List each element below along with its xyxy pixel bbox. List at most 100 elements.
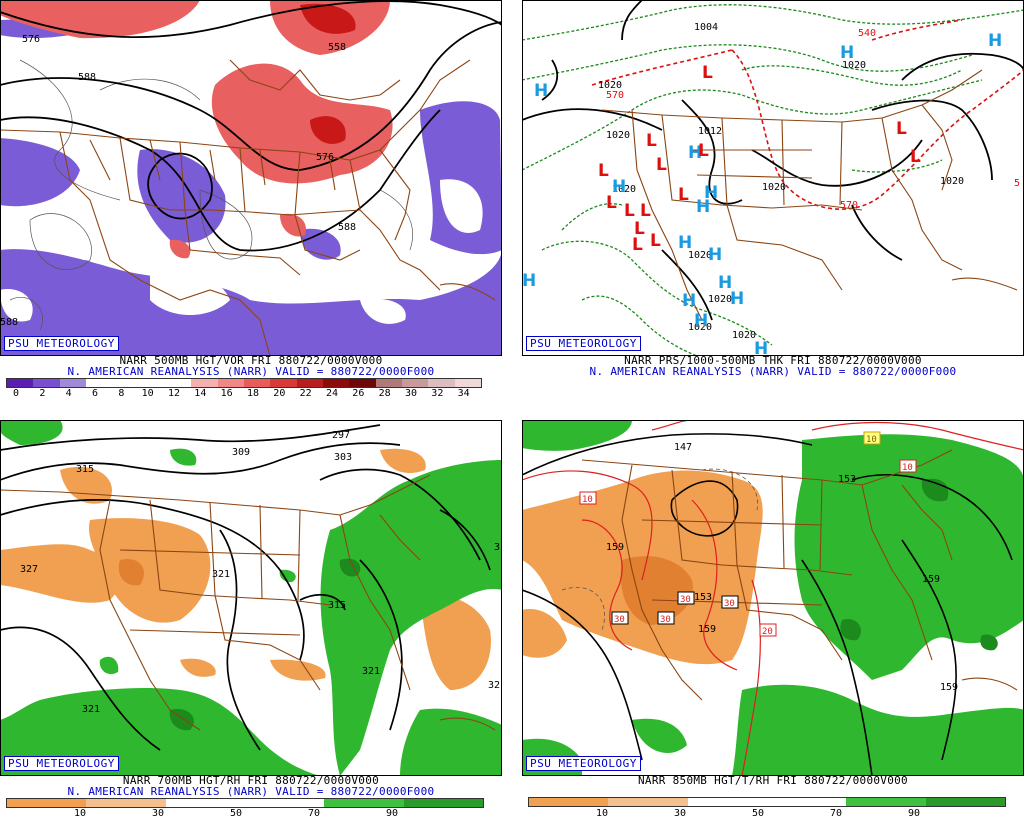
- colorbar-segment: [296, 379, 323, 387]
- colorbar-segment: [428, 379, 455, 387]
- temp-label: 30: [680, 595, 691, 605]
- colorbar-tick-label: 6: [91, 388, 99, 399]
- hgt-label: 588: [338, 222, 356, 233]
- low-icon: L: [910, 147, 921, 167]
- hgt-label: 159: [606, 542, 624, 553]
- colorbar-tick-label: 22: [299, 388, 312, 399]
- colorbar-segment: [112, 379, 139, 387]
- isobar-label: 1020: [762, 182, 786, 193]
- high-pressure-markers: H H H H H H H H H H H H H H H: [522, 31, 1002, 356]
- colorbar-tick-label: 20: [273, 388, 286, 399]
- isobar-label: 1020: [732, 330, 756, 341]
- colorbar-tick-label: 32: [431, 388, 444, 399]
- neutral-vorticity-holes: [0, 179, 483, 324]
- low-icon: L: [698, 141, 709, 161]
- isobar-label: 1020: [708, 294, 732, 305]
- hgt-label: 588: [0, 317, 18, 328]
- high-icon: H: [840, 43, 854, 63]
- colorbar-tick-label: 14: [194, 388, 207, 399]
- rh-850-map: 147 153 159 153 159 159 159 10 10 10 30 …: [522, 420, 1024, 776]
- thickness-label: 570: [606, 90, 624, 101]
- low-icon: L: [646, 131, 657, 151]
- hgt-label: 3: [494, 542, 500, 553]
- isobar-label: 1020: [842, 60, 866, 71]
- vorticity-contours: [9, 59, 413, 331]
- colorbar-tick-label: 24: [325, 388, 339, 399]
- political-borders: [0, 474, 496, 731]
- temp-label: 30: [724, 599, 735, 609]
- hgt-label: 558: [328, 42, 346, 53]
- moist-areas: [522, 420, 1024, 776]
- isobars: [522, 0, 1024, 321]
- hgt-label: 321: [362, 666, 380, 677]
- low-icon: L: [896, 119, 907, 139]
- colorbar-segment: [375, 379, 402, 387]
- height-labels: 576 588 588 576 588 558: [0, 34, 356, 328]
- colorbar-tick-label: 10: [595, 808, 609, 819]
- high-icon: H: [988, 31, 1002, 51]
- colorbar-tick-label: 18: [246, 388, 260, 399]
- rh-colorbar-ticks: 10 30 50 70 90: [528, 809, 1004, 819]
- low-vorticity-areas: [0, 19, 502, 356]
- colorbar-tick-label: 50: [751, 808, 765, 819]
- high-icon: H: [718, 273, 732, 293]
- colorbar-tick-label: 10: [141, 388, 154, 399]
- hgt-label: 321: [82, 704, 100, 715]
- colorbar-tick-label: 70: [307, 808, 321, 819]
- chart-caption-valid: N. AMERICAN REANALYSIS (NARR) VALID = 88…: [67, 785, 435, 798]
- colorbar-segment: [7, 379, 34, 387]
- chart-caption-valid: N. AMERICAN REANALYSIS (NARR) VALID = 88…: [589, 365, 957, 378]
- high-icon: H: [612, 177, 626, 197]
- colorbar-segment: [59, 379, 86, 387]
- temp-label: 10: [902, 463, 913, 473]
- colorbar-tick-label: 34: [457, 388, 470, 399]
- high-icon: H: [694, 311, 708, 331]
- colorbar-segment: [687, 798, 767, 806]
- colorbar-segment: [164, 379, 192, 387]
- high-icon: H: [682, 291, 696, 311]
- thickness-contours-green: [522, 4, 1024, 356]
- rh-700-map: 315 309 303 327 321 315 321 321 3 32 297: [0, 420, 502, 776]
- thickness-label: 5: [1014, 178, 1020, 189]
- hgt-label: 315: [76, 464, 94, 475]
- hgt-label: 297: [332, 430, 350, 441]
- temperature-contours: [522, 420, 1024, 776]
- colorbar-segment: [243, 379, 271, 387]
- colorbar-segment: [608, 798, 688, 806]
- colorbar-tick-label: 12: [167, 388, 181, 399]
- isobar-label: 1020: [688, 322, 712, 333]
- psu-meteorology-badge: PSU METEOROLOGY: [526, 756, 641, 771]
- colorbar-segment: [270, 379, 297, 387]
- colorbar-segment: [322, 379, 350, 387]
- colorbar-segment: [165, 799, 245, 807]
- rh-colorbar-ticks: 10 30 50 70 90: [6, 809, 482, 819]
- colorbar-segment: [86, 799, 166, 807]
- colorbar-segment: [324, 799, 404, 807]
- isobar-label: 1004: [694, 22, 718, 33]
- rh-colorbar: [528, 797, 1006, 807]
- hgt-label: 153: [694, 592, 712, 603]
- dry-areas: [0, 448, 491, 690]
- isobar-label: 1020: [688, 250, 712, 261]
- thickness-labels: 570 540 570 5: [606, 28, 1020, 211]
- hgt-label: 159: [698, 624, 716, 635]
- high-icon: H: [754, 339, 768, 356]
- high-icon: H: [730, 289, 744, 309]
- panel-500mb-vorticity: 576 588 588 576 588 558 PSU METEOROLOGY …: [0, 0, 502, 399]
- hgt-label: 327: [20, 564, 38, 575]
- colorbar-tick-label: 8: [118, 388, 125, 399]
- low-icon: L: [650, 231, 661, 251]
- low-icon: L: [634, 219, 645, 239]
- rh-colorbar: [6, 798, 484, 808]
- hgt-label: 147: [674, 442, 692, 453]
- high-icon: H: [704, 183, 718, 203]
- very-dry-core: [118, 559, 144, 586]
- height-contours: [0, 0, 502, 252]
- colorbar-tick-label: 30: [151, 808, 165, 819]
- high-icon: H: [534, 81, 548, 101]
- panel-850mb-rh-temp: 147 153 159 153 159 159 159 10 10 10 30 …: [522, 420, 1024, 819]
- hgt-label: 588: [78, 72, 96, 83]
- colorbar-segment: [33, 379, 60, 387]
- low-pressure-markers: L L L L L L L L L L L L L L: [598, 63, 921, 255]
- isobar-label: 1020: [606, 130, 630, 141]
